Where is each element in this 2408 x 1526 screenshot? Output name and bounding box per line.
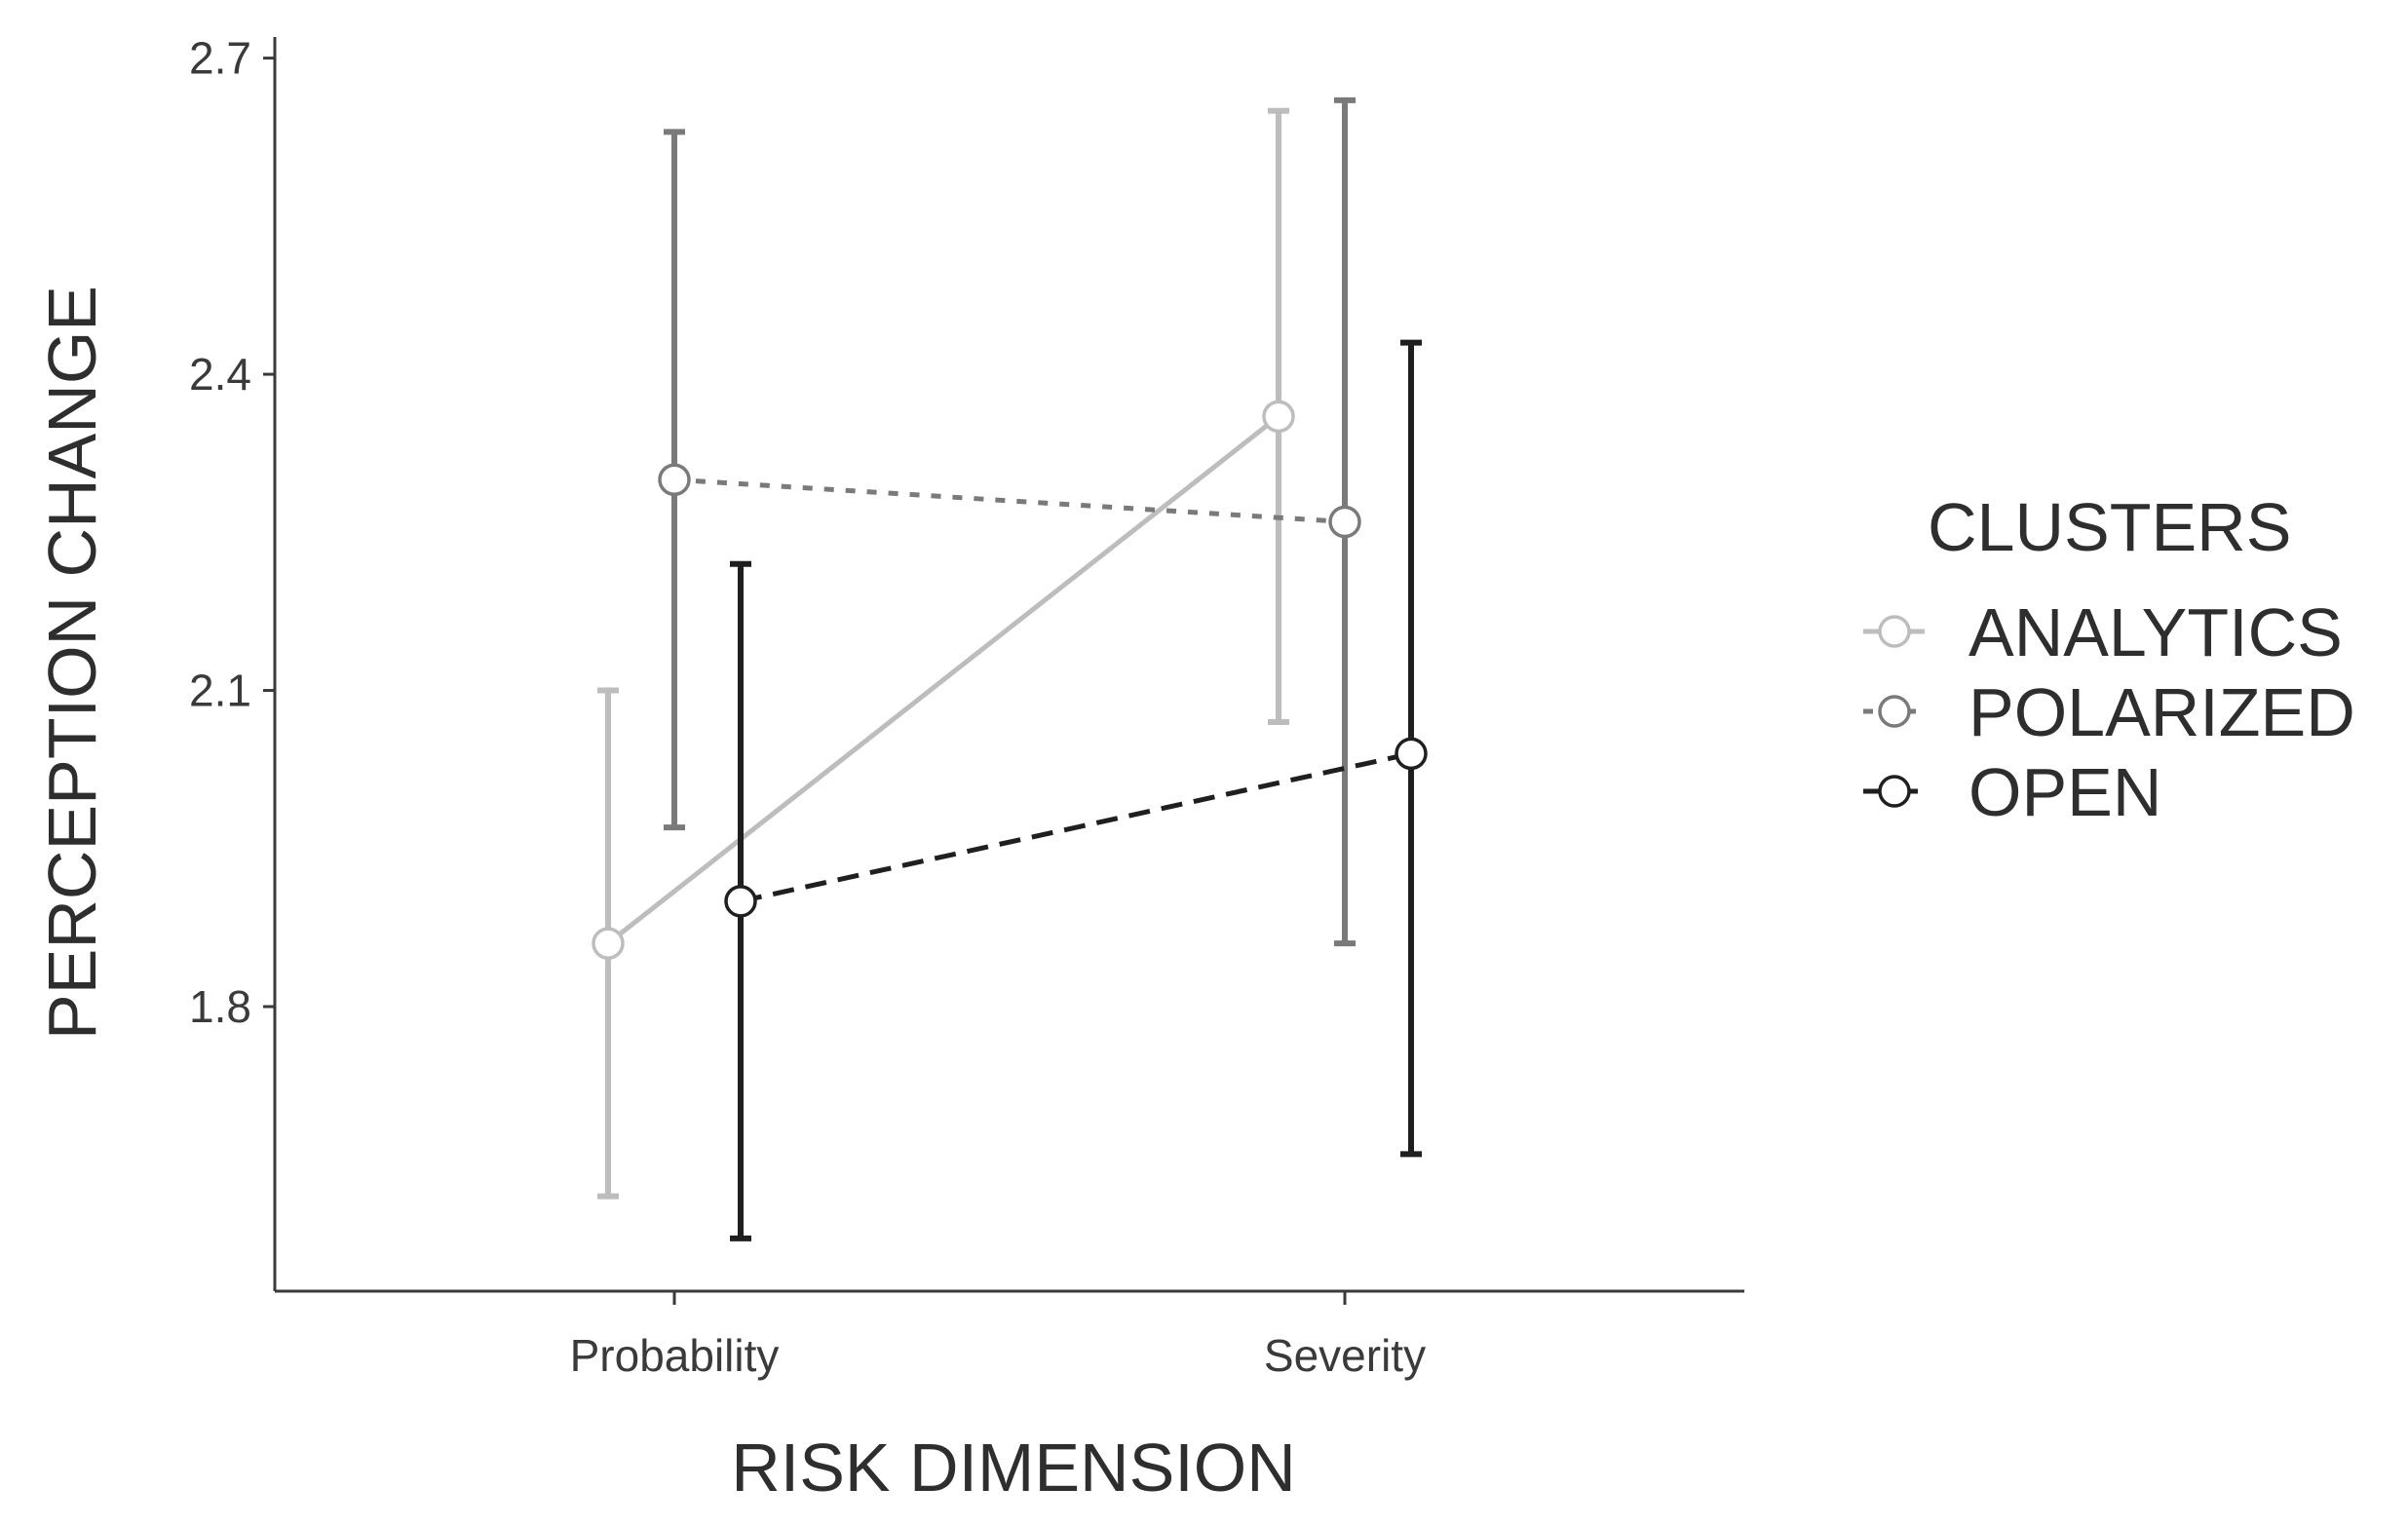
legend-key-point <box>1878 775 1911 808</box>
legend-label: ANALYTICS <box>1968 594 2343 670</box>
legend-item-polarized: POLARIZED <box>1863 674 2355 750</box>
series-line <box>673 477 1346 524</box>
data-point <box>1328 505 1361 539</box>
series-polarized <box>658 96 1361 947</box>
y-axis-title: PERCEPTION CHANGE <box>34 286 110 1040</box>
legend-key-point <box>1878 695 1911 728</box>
series-layer <box>592 96 1428 1241</box>
data-point <box>658 463 691 496</box>
x-tick-label: Probability <box>570 1330 780 1381</box>
y-tick-label: 2.7 <box>189 33 251 84</box>
legend-item-analytics: ANALYTICS <box>1863 594 2343 670</box>
y-tick-label: 2.4 <box>189 349 251 400</box>
data-point <box>1395 737 1428 771</box>
data-point <box>1262 400 1295 434</box>
legend-item-open: OPEN <box>1863 754 2161 830</box>
series-open <box>724 339 1428 1241</box>
series-line <box>740 750 1412 904</box>
data-point <box>592 927 625 960</box>
legend-key-point <box>1878 615 1911 648</box>
legend-label: POLARIZED <box>1968 674 2355 750</box>
legend-label: OPEN <box>1968 754 2161 830</box>
y-tick-label: 1.8 <box>189 981 251 1032</box>
x-axis-title: RISK DIMENSION <box>731 1430 1296 1506</box>
legend-title: CLUSTERS <box>1928 489 2291 565</box>
series-analytics <box>592 107 1295 1200</box>
x-tick-label: Severity <box>1264 1330 1426 1381</box>
y-tick-label: 2.1 <box>189 666 251 716</box>
series-line <box>606 414 1280 946</box>
axes: 1.8 2.1 2.4 2.7 Probability Severity <box>189 33 1744 1381</box>
data-point <box>724 885 757 918</box>
